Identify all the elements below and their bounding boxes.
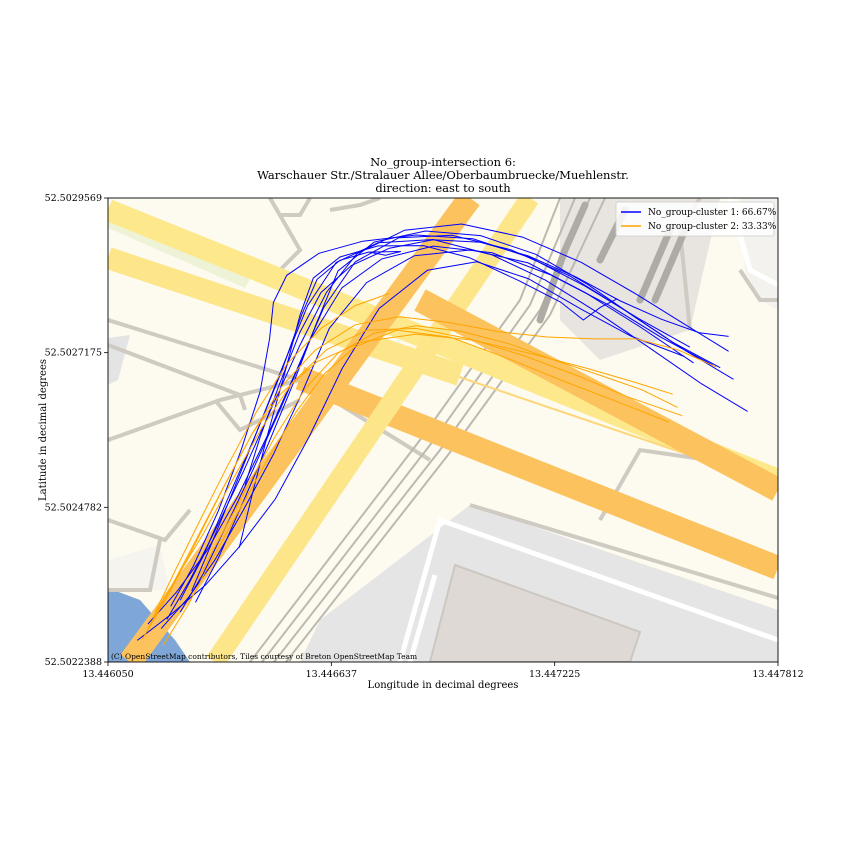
x-tick-label: 13.447225 — [529, 669, 580, 680]
y-axis-label: Latitude in decimal degrees — [38, 359, 49, 501]
cluster-2-track-5 — [196, 325, 678, 581]
plot-frame — [107, 197, 779, 663]
map-attribution: (C) OpenStreetMap contributors, Tiles co… — [111, 652, 417, 661]
cluster-1-track-11 — [244, 239, 729, 486]
x-tick-label: 13.446050 — [82, 669, 133, 680]
y-tick-label: 52.5029569 — [45, 193, 102, 204]
cluster-1-track-8 — [179, 251, 401, 601]
y-tick-label: 52.5024782 — [45, 502, 102, 513]
cluster-1-track-1 — [136, 261, 685, 641]
cluster-1-track-10 — [170, 234, 691, 607]
chart-title-line-2: Warschauer Str./Stralauer Allee/Oberbaum… — [257, 168, 629, 182]
x-axis-label: Longitude in decimal degrees — [368, 680, 519, 691]
chart-title-line-1: No_group-intersection 6: — [370, 155, 516, 169]
x-tick-label: 13.446637 — [306, 669, 357, 680]
chart-title-line-3: direction: east to south — [375, 181, 511, 195]
trajectory-layer — [136, 223, 748, 646]
cluster-2-track-6 — [155, 292, 390, 612]
legend: No_group-cluster 1: 66.67% No_group-clus… — [615, 201, 777, 237]
y-axis: 52.5022388 52.5024782 52.5027175 52.5029569 — [45, 193, 108, 668]
legend-label-cluster-1: No_group-cluster 1: 66.67% — [648, 208, 777, 218]
cluster-2-track-3 — [153, 327, 683, 617]
x-tick-label: 13.447812 — [752, 669, 803, 680]
y-tick-label: 52.5022388 — [45, 657, 102, 668]
cluster-2-track-1 — [162, 329, 670, 646]
cluster-1-track-7 — [166, 223, 729, 620]
cluster-2-track-4 — [141, 316, 717, 640]
cluster-1-track-3 — [179, 245, 713, 613]
x-axis: 13.446050 13.446637 13.447225 13.447812 — [82, 662, 804, 680]
cluster-1-track-9 — [238, 245, 618, 548]
y-tick-label: 52.5027175 — [45, 348, 102, 359]
legend-label-cluster-2: No_group-cluster 2: 33.33% — [648, 222, 777, 232]
legend-box — [615, 201, 775, 237]
